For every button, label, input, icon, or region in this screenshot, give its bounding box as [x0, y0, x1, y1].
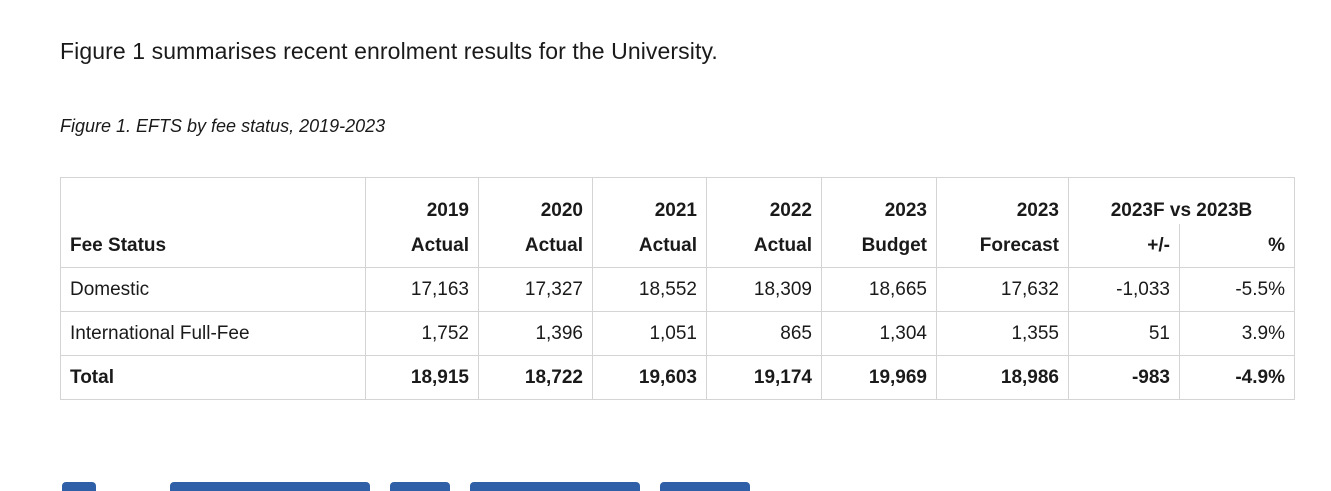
intro-paragraph: Figure 1 summarises recent enrolment res…: [60, 38, 718, 64]
header-cell-variance: +/-: [1068, 224, 1180, 268]
table-cell: -1,033: [1068, 267, 1180, 312]
figure-caption: Figure 1. EFTS by fee status, 2019-2023: [60, 116, 386, 136]
header-cell-year: 2021: [592, 177, 707, 224]
table-cell: 18,986: [936, 355, 1069, 400]
heading-fragment: [660, 482, 750, 491]
next-section-heading-cropped: [60, 478, 760, 491]
table-cell: 1,051: [592, 311, 707, 356]
header-cell-type: Actual: [478, 224, 593, 268]
table-cell: 1,304: [821, 311, 937, 356]
table-cell: 19,969: [821, 355, 937, 400]
header-cell-type: Actual: [592, 224, 707, 268]
table-cell: 19,603: [592, 355, 707, 400]
table-cell: 18,722: [478, 355, 593, 400]
table-row-international: International Full-Fee 1,752 1,396 1,051…: [60, 311, 1295, 356]
table-row-total: Total 18,915 18,722 19,603 19,174 19,969…: [60, 355, 1295, 400]
header-cell-variance-group: 2023F vs 2023B: [1068, 177, 1295, 224]
heading-fragment: [62, 482, 96, 491]
header-cell-fee-status: Fee Status: [60, 224, 366, 268]
table-cell: 17,163: [365, 267, 479, 312]
heading-fragment: [470, 482, 640, 491]
row-label: International Full-Fee: [60, 311, 366, 356]
header-cell-empty: [60, 177, 366, 224]
table-cell: 18,665: [821, 267, 937, 312]
table-cell: 3.9%: [1179, 311, 1295, 356]
row-label: Total: [60, 355, 366, 400]
table-cell: 1,752: [365, 311, 479, 356]
table-cell: 18,309: [706, 267, 822, 312]
table-cell: -983: [1068, 355, 1180, 400]
header-cell-type: Actual: [706, 224, 822, 268]
header-cell-year: 2020: [478, 177, 593, 224]
header-cell-type: Forecast: [936, 224, 1069, 268]
header-cell-variance-pct: %: [1179, 224, 1295, 268]
header-cell-year: 2019: [365, 177, 479, 224]
table-cell: -5.5%: [1179, 267, 1295, 312]
header-cell-year: 2023: [821, 177, 937, 224]
table-cell: 18,915: [365, 355, 479, 400]
table-cell: 18,552: [592, 267, 707, 312]
table-cell: 17,327: [478, 267, 593, 312]
table-cell: 19,174: [706, 355, 822, 400]
table-cell: 51: [1068, 311, 1180, 356]
header-cell-year: 2022: [706, 177, 822, 224]
heading-fragment: [170, 482, 370, 491]
table-cell: 17,632: [936, 267, 1069, 312]
heading-fragment: [390, 482, 450, 491]
table-cell: 1,355: [936, 311, 1069, 356]
table-cell: -4.9%: [1179, 355, 1295, 400]
header-cell-year: 2023: [936, 177, 1069, 224]
table-cell: 1,396: [478, 311, 593, 356]
table-header-row-years: 2019 2020 2021 2022 2023 2023 2023F vs 2…: [60, 177, 1295, 224]
table-header-row-types: Fee Status Actual Actual Actual Actual B…: [60, 224, 1295, 268]
header-cell-type: Budget: [821, 224, 937, 268]
efts-table: 2019 2020 2021 2022 2023 2023 2023F vs 2…: [60, 177, 1295, 400]
header-cell-type: Actual: [365, 224, 479, 268]
row-label: Domestic: [60, 267, 366, 312]
table-row-domestic: Domestic 17,163 17,327 18,552 18,309 18,…: [60, 267, 1295, 312]
table-cell: 865: [706, 311, 822, 356]
